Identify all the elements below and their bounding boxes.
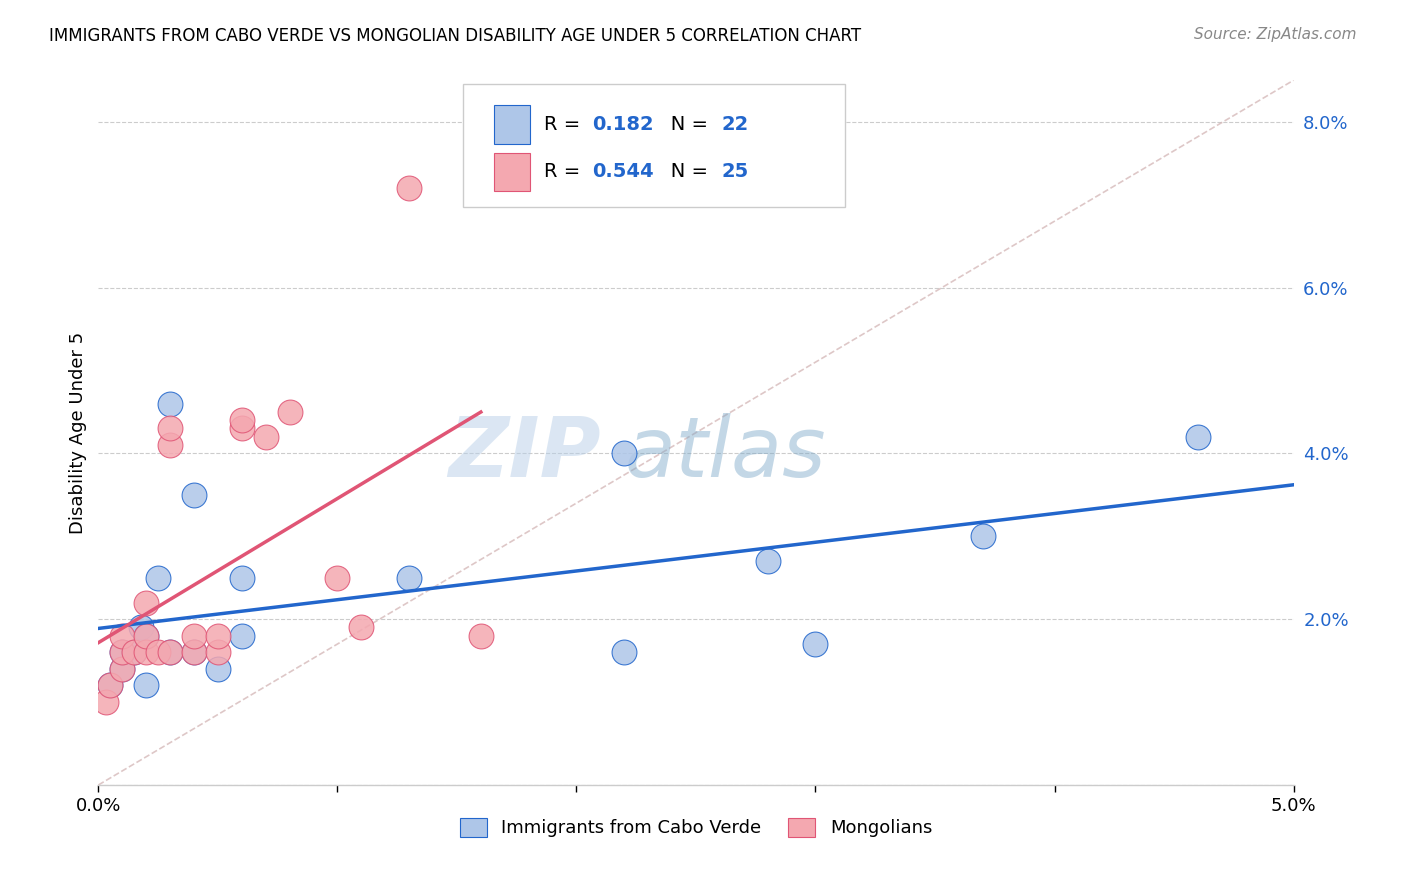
- Text: Source: ZipAtlas.com: Source: ZipAtlas.com: [1194, 27, 1357, 42]
- Point: [135, 645, 157, 659]
- Point: [398, 571, 420, 585]
- Point: [470, 629, 492, 643]
- Legend: Immigrants from Cabo Verde, Mongolians: Immigrants from Cabo Verde, Mongolians: [450, 809, 942, 847]
- Text: ZIP: ZIP: [447, 413, 600, 494]
- Text: 0.182: 0.182: [592, 115, 654, 134]
- Point: [135, 596, 157, 610]
- Point: [159, 645, 181, 659]
- Text: 22: 22: [721, 115, 748, 134]
- Point: [613, 446, 636, 460]
- Point: [159, 645, 181, 659]
- Point: [124, 645, 146, 659]
- FancyBboxPatch shape: [463, 84, 845, 207]
- Point: [183, 645, 205, 659]
- Point: [111, 662, 134, 676]
- Text: IMMIGRANTS FROM CABO VERDE VS MONGOLIAN DISABILITY AGE UNDER 5 CORRELATION CHART: IMMIGRANTS FROM CABO VERDE VS MONGOLIAN …: [49, 27, 862, 45]
- Point: [326, 571, 349, 585]
- Point: [1187, 430, 1209, 444]
- Point: [183, 645, 205, 659]
- Point: [159, 438, 181, 452]
- Point: [350, 620, 373, 634]
- FancyBboxPatch shape: [494, 105, 530, 144]
- Point: [613, 645, 636, 659]
- Point: [98, 678, 122, 692]
- Text: atlas: atlas: [624, 413, 825, 494]
- Point: [135, 678, 157, 692]
- Point: [135, 629, 157, 643]
- Point: [207, 629, 229, 643]
- Point: [207, 645, 229, 659]
- Point: [111, 629, 134, 643]
- Point: [183, 629, 205, 643]
- Point: [94, 695, 117, 709]
- Point: [254, 430, 277, 444]
- Point: [159, 421, 181, 435]
- Point: [159, 396, 181, 410]
- Point: [231, 629, 253, 643]
- Point: [231, 413, 253, 427]
- Point: [111, 645, 134, 659]
- Text: R =: R =: [544, 115, 593, 134]
- Point: [183, 488, 205, 502]
- Point: [111, 662, 134, 676]
- Point: [131, 620, 153, 634]
- Point: [148, 571, 170, 585]
- Text: 25: 25: [721, 162, 748, 181]
- Text: N =: N =: [652, 162, 714, 181]
- Point: [756, 554, 779, 568]
- Point: [148, 645, 170, 659]
- Point: [972, 529, 994, 543]
- Text: N =: N =: [652, 115, 714, 134]
- Point: [111, 645, 134, 659]
- Point: [804, 637, 827, 651]
- Text: R =: R =: [544, 162, 593, 181]
- Text: 0.544: 0.544: [592, 162, 654, 181]
- Point: [398, 181, 420, 195]
- FancyBboxPatch shape: [494, 153, 530, 191]
- Point: [124, 645, 146, 659]
- Point: [135, 629, 157, 643]
- Point: [98, 678, 122, 692]
- Y-axis label: Disability Age Under 5: Disability Age Under 5: [69, 332, 87, 533]
- Point: [278, 405, 301, 419]
- Point: [207, 662, 229, 676]
- Point: [231, 421, 253, 435]
- Point: [231, 571, 253, 585]
